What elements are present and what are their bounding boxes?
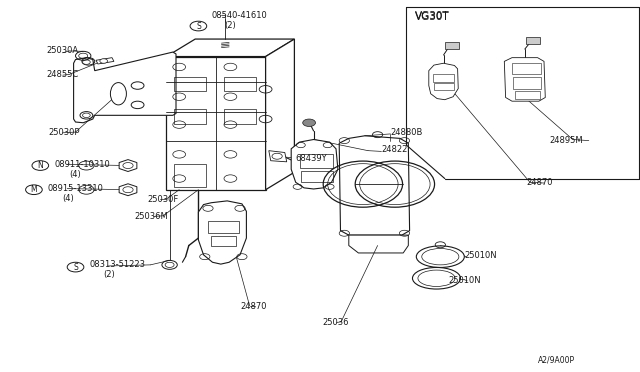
Text: (2): (2): [224, 21, 236, 30]
Text: S: S: [73, 263, 78, 272]
Polygon shape: [429, 63, 458, 100]
Polygon shape: [349, 235, 408, 253]
Text: 25010N: 25010N: [448, 276, 481, 285]
Polygon shape: [266, 39, 294, 190]
Polygon shape: [291, 140, 338, 189]
Circle shape: [303, 119, 316, 126]
Text: (4): (4): [63, 194, 74, 203]
Bar: [515, 91, 540, 99]
Text: 25010N: 25010N: [464, 251, 497, 260]
Polygon shape: [198, 201, 246, 264]
Text: 25036M: 25036M: [134, 212, 168, 221]
Polygon shape: [96, 58, 114, 64]
Ellipse shape: [416, 246, 464, 267]
Bar: [174, 109, 206, 124]
Text: N: N: [38, 161, 43, 170]
Polygon shape: [119, 184, 137, 196]
Text: 24895M: 24895M: [549, 136, 583, 145]
Bar: [224, 109, 256, 124]
Text: 08915-13310: 08915-13310: [48, 184, 104, 193]
Polygon shape: [339, 136, 410, 235]
Text: M: M: [31, 185, 37, 194]
Polygon shape: [119, 160, 137, 171]
Bar: [445, 42, 459, 49]
Text: (4): (4): [69, 170, 81, 179]
Bar: [211, 236, 236, 246]
Text: 24870: 24870: [526, 178, 552, 187]
Text: 25030P: 25030P: [48, 128, 79, 137]
Text: 08540-41610: 08540-41610: [211, 11, 267, 20]
Text: 24822: 24822: [381, 145, 408, 154]
Text: 25030F: 25030F: [147, 195, 179, 203]
Polygon shape: [166, 39, 294, 57]
Text: 24870: 24870: [240, 302, 266, 311]
Circle shape: [100, 59, 108, 63]
Text: 68439Y: 68439Y: [296, 154, 327, 163]
Bar: [224, 77, 256, 91]
Text: (2): (2): [104, 270, 115, 279]
Circle shape: [83, 60, 90, 64]
Bar: [174, 77, 206, 91]
Bar: [301, 171, 333, 182]
Polygon shape: [269, 151, 287, 162]
Bar: [174, 164, 206, 187]
Text: VG30T: VG30T: [415, 11, 449, 20]
Bar: [526, 37, 540, 44]
Polygon shape: [166, 57, 266, 190]
Ellipse shape: [413, 267, 461, 289]
Text: VG30T: VG30T: [415, 12, 449, 22]
Text: A2/9A00P: A2/9A00P: [538, 356, 575, 365]
Text: 25036: 25036: [322, 318, 348, 327]
Bar: [300, 154, 333, 168]
Text: 08911-10310: 08911-10310: [54, 160, 110, 169]
Ellipse shape: [110, 83, 127, 105]
Bar: [433, 74, 454, 82]
Text: 24880B: 24880B: [390, 128, 423, 137]
Bar: [208, 221, 239, 232]
Text: 25030A: 25030A: [47, 46, 79, 55]
Text: 08313-51223: 08313-51223: [90, 260, 146, 269]
Polygon shape: [504, 58, 545, 101]
Bar: [434, 83, 454, 90]
Bar: [513, 77, 541, 89]
Polygon shape: [74, 52, 176, 123]
Text: 24855C: 24855C: [47, 70, 79, 79]
Text: S: S: [196, 22, 201, 31]
Bar: [512, 63, 541, 74]
Circle shape: [83, 113, 90, 118]
